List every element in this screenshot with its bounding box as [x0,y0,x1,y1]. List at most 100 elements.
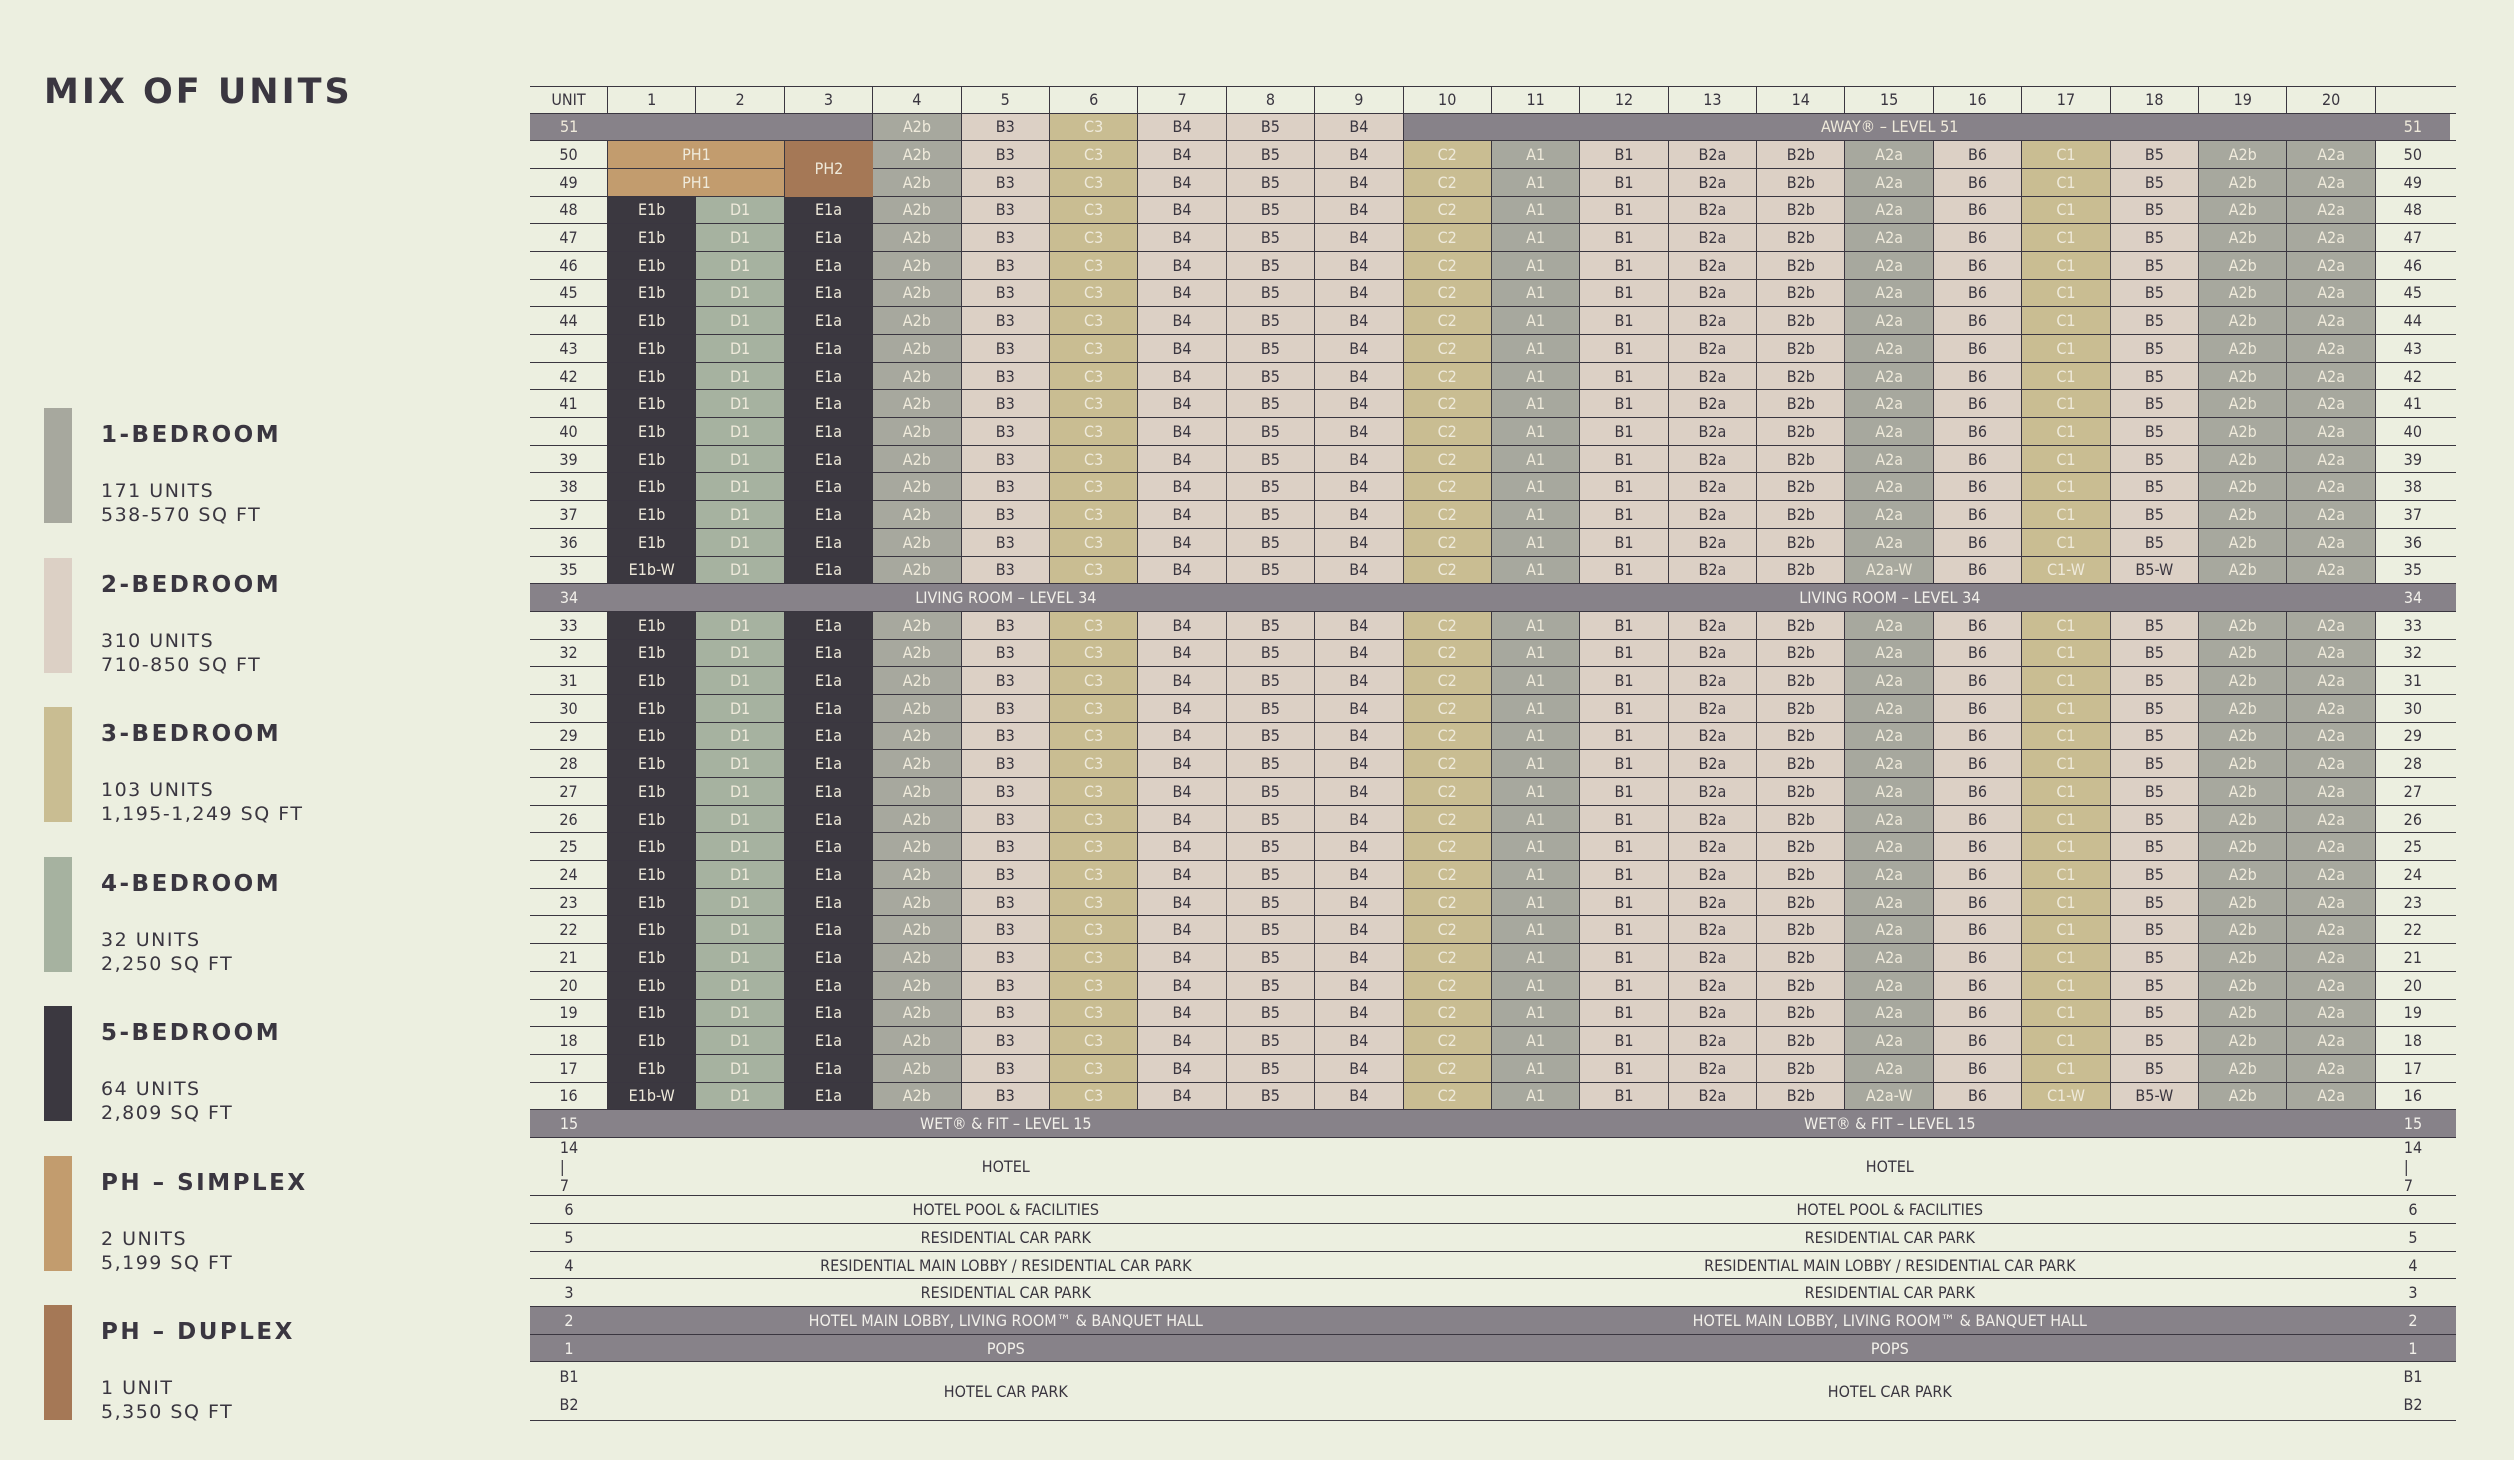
unit-cell: B2a [1668,805,1758,833]
unit-cell: C2 [1403,418,1492,445]
unit-cell: A1 [1491,390,1581,418]
unit-cell: B1 [1580,861,1669,888]
unit-cell: B4 [1138,528,1227,556]
unit-cell: B4 [1138,722,1227,750]
unit-cell: D1 [696,279,785,307]
floor-label-right: 27 [2403,781,2422,801]
unit-cell: C1 [2022,861,2111,888]
unit-cell: D1 [696,528,785,556]
amenity-label-right: HOTEL MAIN LOBBY, LIVING ROOM™ & BANQUET… [1692,1310,2087,1330]
unit-cell: C3 [1049,335,1139,362]
unit-cell: B2a [1668,528,1758,556]
legend-area: 5,350 SQ FT [101,1401,234,1423]
floor-label-right: 6 [2408,1200,2418,1220]
floor-label-right: 4 [2408,1255,2418,1275]
unit-cell: B3 [961,861,1050,888]
amenity-label-left: HOTEL POOL & FACILITIES [912,1200,1100,1220]
unit-cell: A1 [1491,611,1581,639]
unit-cell: B4 [1315,335,1404,362]
unit-cell: B4 [1315,861,1404,888]
unit-cell: E1b [608,335,697,362]
floor-label-right: 24 [2403,864,2422,884]
unit-cell: E1b [608,971,697,999]
floor-label-right: 29 [2403,726,2422,746]
unit-cell: B2b [1757,501,1846,528]
unit-cell: A2b [873,390,962,418]
unit-cell: B6 [1933,944,2023,971]
unit-cell: D1 [696,722,785,750]
floor-label-right: 16 [2403,1086,2422,1106]
floor-row: 44 E1b D1 E1a A2b B3 C3 B4 B5 B4 C2 A1 B1 B2a B2b A2a B6… [530,307,2456,335]
unit-cell: E1a [784,916,874,944]
unit-cell: B5 [1226,168,1316,196]
unit-cell: B5 [1226,667,1316,694]
unit-cell: B4 [1138,418,1227,445]
unit-cell: B5 [1226,362,1316,390]
unit-cell: C3 [1049,722,1139,750]
unit-cell: E1b [608,916,697,944]
floor-label: 33 [530,611,608,639]
unit-cell: E1a [784,196,874,224]
unit-cell: B2b [1757,999,1846,1027]
unit-cell: B4 [1138,639,1227,667]
unit-cell: A1 [1491,473,1581,501]
amenity-label-right: POPS [1870,1338,1909,1358]
floor-label-right: 51 [2375,113,2450,141]
floor-row: 20 E1b D1 E1a A2b B3 C3 B4 B5 B4 C2 A1 B1 B2a B2b A2a B6… [530,971,2456,1000]
unit-cell: B2b [1757,168,1846,196]
unit-cell: B1 [1580,999,1669,1027]
unit-cell: A2a [2287,722,2376,750]
unit-cell: A2b [2199,750,2288,777]
floor-label-right: 17 [2403,1058,2422,1078]
floor-label-right: 26 [2403,809,2422,829]
unit-cell: E1b [608,667,697,694]
unit-cell: A2b [873,528,962,556]
unit-cell: A2b [2199,196,2288,224]
unit-cell: C1 [2022,999,2111,1027]
unit-cell: A2a [1845,1054,1934,1082]
unit-cell: C2 [1403,778,1492,805]
unit-cell: B5 [2110,971,2200,999]
unit-cell: B2a [1668,722,1758,750]
unit-cell: B1 [1580,390,1669,418]
unit-cell: E1a [784,224,874,251]
unit-cell: B3 [961,390,1050,418]
floor-label-right: 41 [2403,394,2422,414]
unit-cell: B2a [1668,556,1758,584]
unit-cell: D1 [696,307,785,334]
unit-cell: B2a [1668,390,1758,418]
unit-cell: B2a [1668,224,1758,251]
unit-cell: B2a [1668,473,1758,501]
unit-cell: C2 [1403,861,1492,888]
unit-cell: A2a [1845,778,1934,805]
unit-cell: A1 [1491,418,1581,445]
unit-cell: E1b-W [608,1082,697,1110]
unit-cell: C3 [1049,805,1139,833]
floor-label: 39 [530,445,608,473]
unit-cell: A1 [1491,335,1581,362]
unit-cell: A2b [2199,916,2288,944]
legend-area: 710-850 SQ FT [101,653,262,676]
unit-cell: B5 [1226,335,1316,362]
unit-cell: C2 [1403,722,1492,750]
unit-cell: C2 [1403,888,1492,916]
unit-cell: B2a [1668,307,1758,334]
floor-label-right: 50 [2403,145,2422,165]
floor-label: 32 [530,639,608,667]
unit-cell: A2b [873,611,962,639]
unit-cell: B5 [2110,1027,2200,1054]
unit-cell: A1 [1491,362,1581,390]
unit-cell: C2 [1403,556,1492,584]
unit-cell: B3 [961,1082,1050,1110]
unit-cell: A1 [1491,778,1581,805]
unit-cell: B2a [1668,639,1758,667]
unit-cell: A2a [2287,805,2376,833]
unit-cell: C2 [1403,944,1492,971]
unit-cell: A2b [873,335,962,362]
floor-label-right: 44 [2403,311,2422,331]
unit-cell: B5 [2110,168,2200,196]
floor-label: 37 [530,501,608,528]
unit-cell: D1 [696,1082,785,1110]
unit-cell: C2 [1403,1082,1492,1110]
legend-units: 310 UNITS [101,629,215,652]
